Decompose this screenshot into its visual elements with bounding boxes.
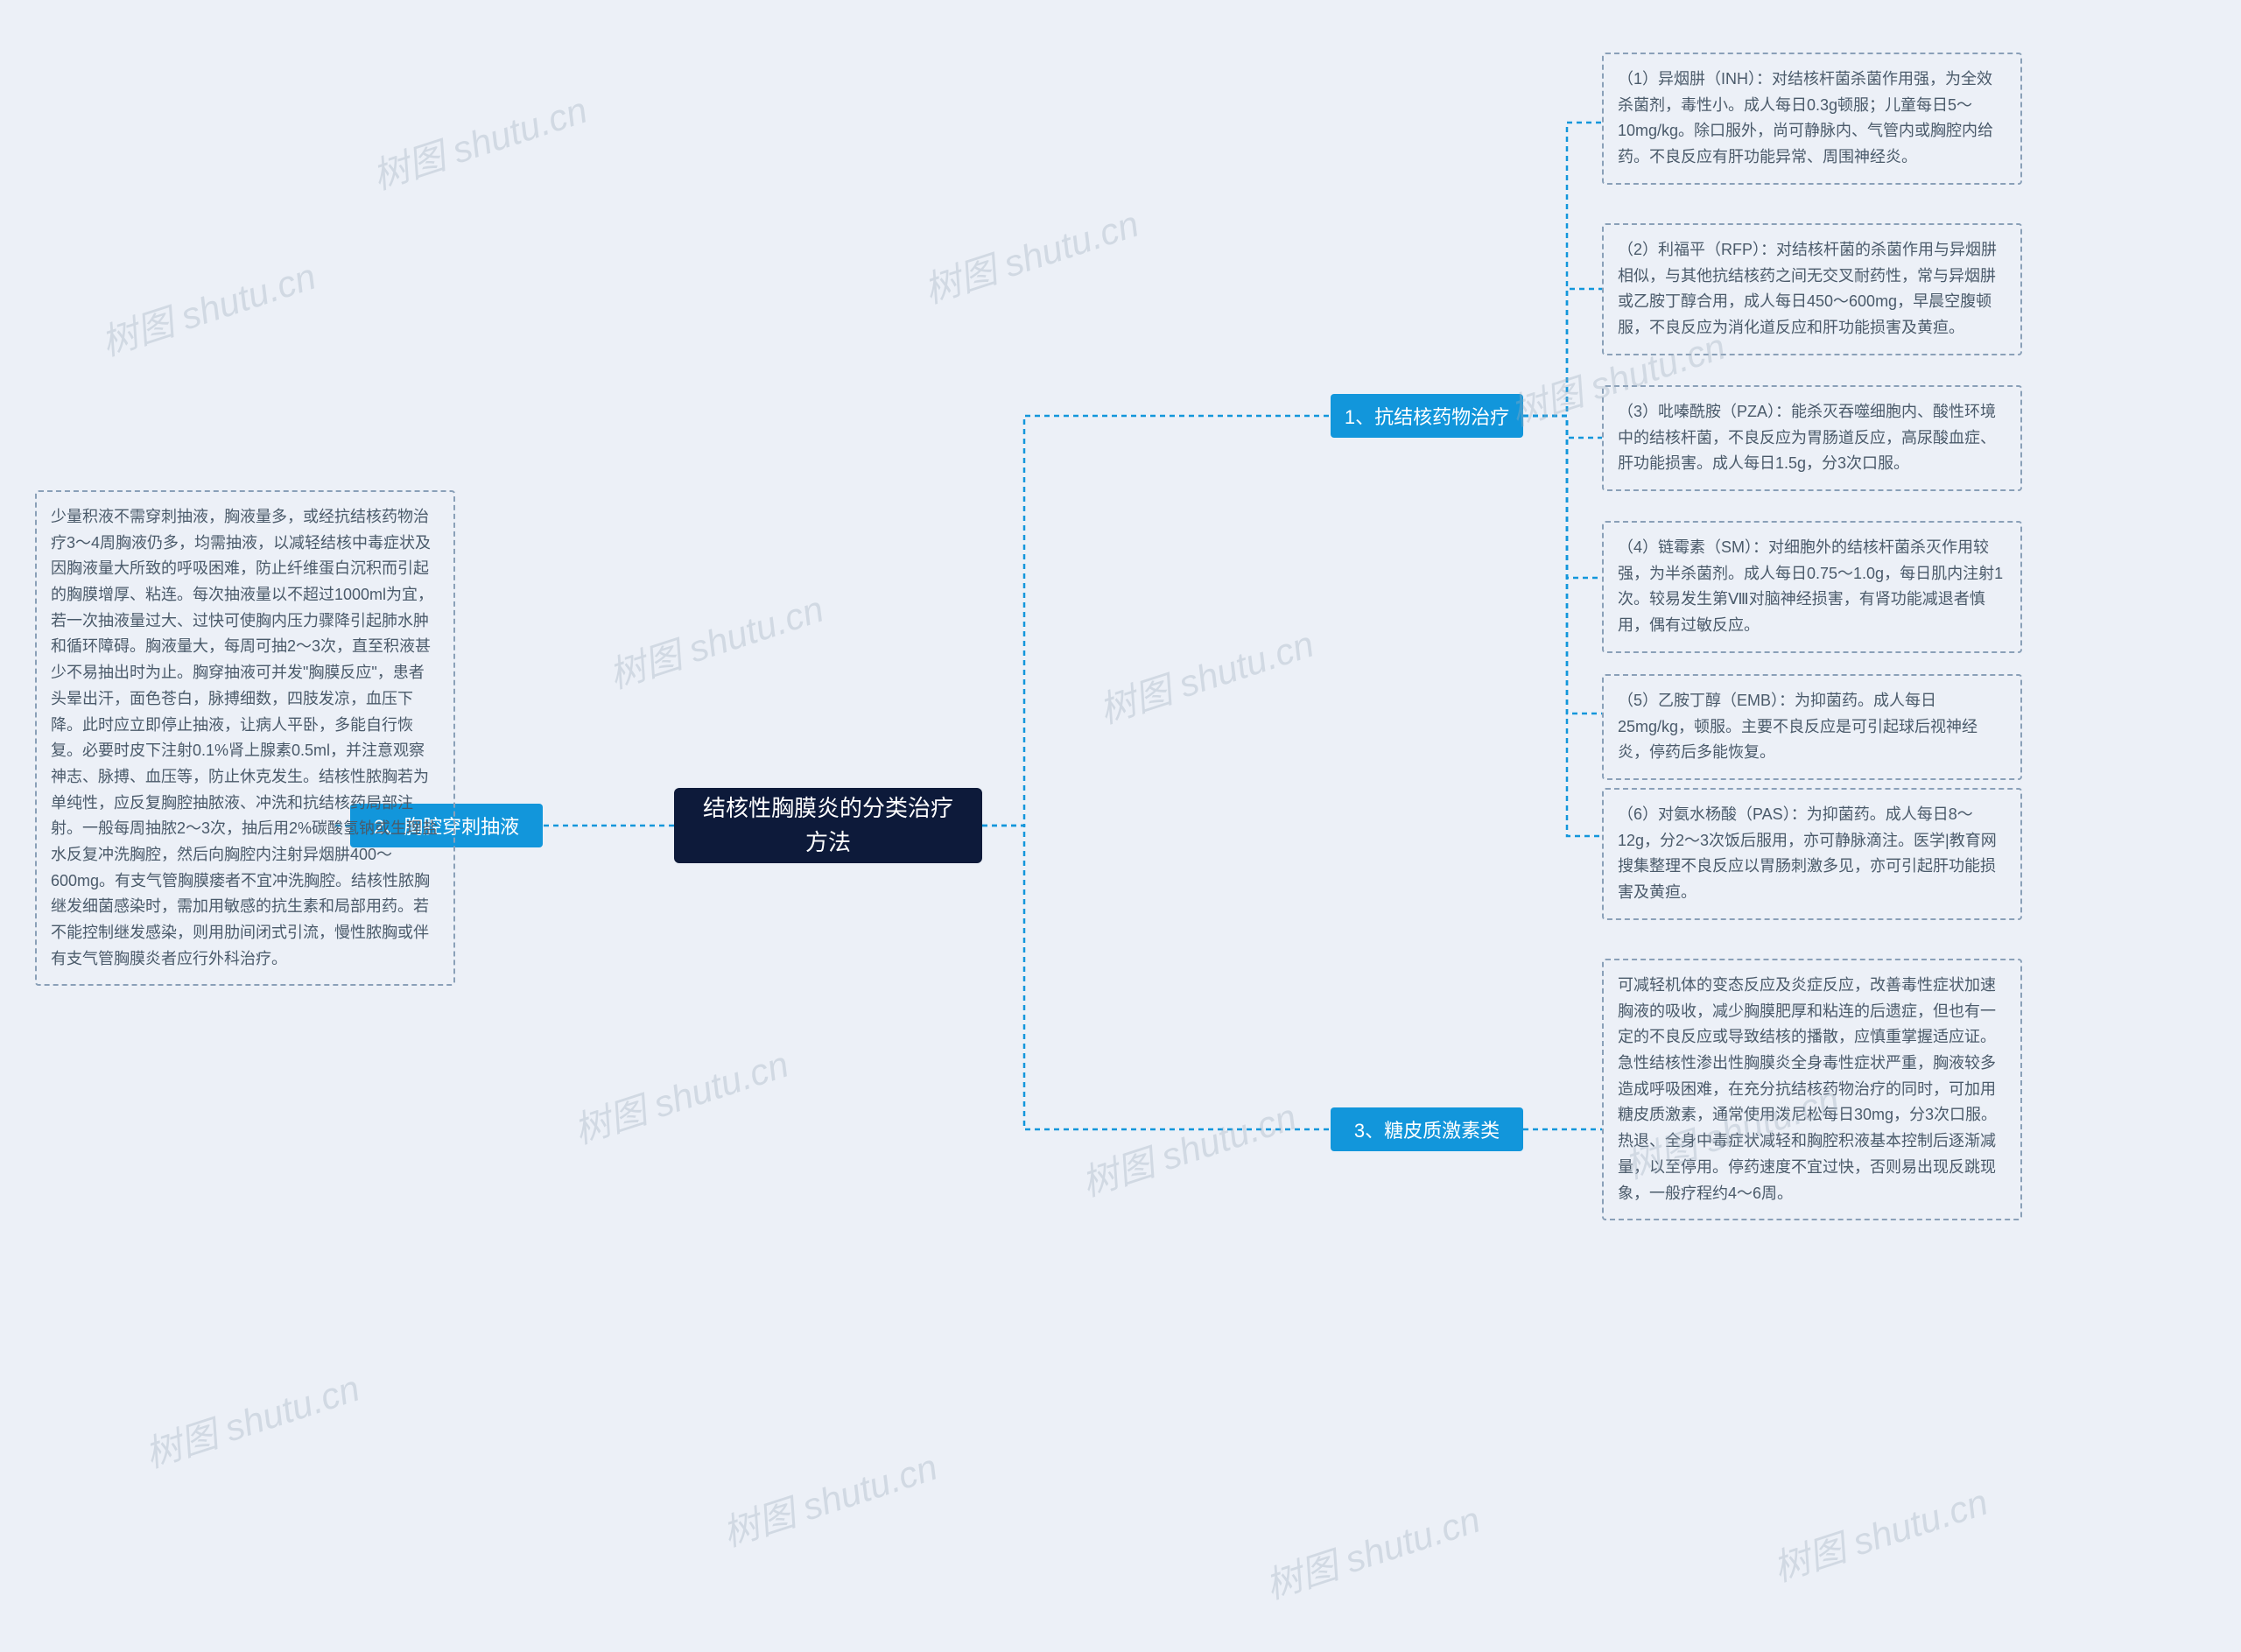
- leaf-1-2-text: （2）利福平（RFP）：对结核杆菌的杀菌作用与异烟肼相似，与其他抗结核药之间无交…: [1618, 237, 2006, 341]
- leaf-1-2[interactable]: （2）利福平（RFP）：对结核杆菌的杀菌作用与异烟肼相似，与其他抗结核药之间无交…: [1602, 223, 2022, 355]
- watermark: 树图 shutu.cn: [1258, 1490, 1486, 1610]
- root-label: 结核性胸膜炎的分类治疗方法: [697, 791, 959, 860]
- mindmap-canvas: 结核性胸膜炎的分类治疗方法 1、抗结核药物治疗 3、糖皮质激素类 2、胸腔穿刺抽…: [0, 0, 2241, 1652]
- watermark: 树图 shutu.cn: [715, 1438, 944, 1557]
- leaf-1-1[interactable]: （1）异烟肼（INH）：对结核杆菌杀菌作用强，为全效杀菌剂，毒性小。成人每日0.…: [1602, 53, 2022, 185]
- watermark: 树图 shutu.cn: [1074, 1087, 1303, 1207]
- root-node[interactable]: 结核性胸膜炎的分类治疗方法: [674, 788, 982, 863]
- watermark: 树图 shutu.cn: [1766, 1473, 1994, 1592]
- leaf-1-3[interactable]: （3）吡嗪酰胺（PZA）：能杀灭吞噬细胞内、酸性环境中的结核杆菌，不良反应为胃肠…: [1602, 385, 2022, 491]
- branch-node-3[interactable]: 3、糖皮质激素类: [1331, 1107, 1523, 1151]
- watermark: 树图 shutu.cn: [137, 1359, 366, 1479]
- leaf-3-1-text: 可减轻机体的变态反应及炎症反应，改善毒性症状加速胸液的吸收，减少胸膜肥厚和粘连的…: [1618, 973, 2006, 1206]
- watermark: 树图 shutu.cn: [94, 247, 322, 367]
- leaf-1-5[interactable]: （5）乙胺丁醇（EMB）：为抑菌药。成人每日25mg/kg，顿服。主要不良反应是…: [1602, 674, 2022, 780]
- leaf-1-4-text: （4）链霉素（SM）：对细胞外的结核杆菌杀灭作用较强，为半杀菌剂。成人每日0.7…: [1618, 535, 2006, 639]
- leaf-3-1[interactable]: 可减轻机体的变态反应及炎症反应，改善毒性症状加速胸液的吸收，减少胸膜肥厚和粘连的…: [1602, 959, 2022, 1220]
- leaf-1-6[interactable]: （6）对氨水杨酸（PAS）：为抑菌药。成人每日8～12g，分2～3次饭后服用，亦…: [1602, 788, 2022, 920]
- watermark: 树图 shutu.cn: [365, 81, 594, 200]
- leaf-1-3-text: （3）吡嗪酰胺（PZA）：能杀灭吞噬细胞内、酸性环境中的结核杆菌，不良反应为胃肠…: [1618, 399, 2006, 477]
- leaf-2-1-text: 少量积液不需穿刺抽液，胸液量多，或经抗结核药物治疗3～4周胸液仍多，均需抽液，以…: [51, 504, 439, 972]
- leaf-1-4[interactable]: （4）链霉素（SM）：对细胞外的结核杆菌杀灭作用较强，为半杀菌剂。成人每日0.7…: [1602, 521, 2022, 653]
- leaf-1-6-text: （6）对氨水杨酸（PAS）：为抑菌药。成人每日8～12g，分2～3次饭后服用，亦…: [1618, 802, 2006, 906]
- leaf-2-1[interactable]: 少量积液不需穿刺抽液，胸液量多，或经抗结核药物治疗3～4周胸液仍多，均需抽液，以…: [35, 490, 455, 986]
- watermark: 树图 shutu.cn: [1092, 615, 1320, 735]
- watermark: 树图 shutu.cn: [917, 194, 1145, 314]
- watermark: 树图 shutu.cn: [566, 1035, 795, 1155]
- leaf-1-1-text: （1）异烟肼（INH）：对结核杆菌杀菌作用强，为全效杀菌剂，毒性小。成人每日0.…: [1618, 67, 2006, 171]
- watermark: 树图 shutu.cn: [601, 580, 830, 699]
- leaf-1-5-text: （5）乙胺丁醇（EMB）：为抑菌药。成人每日25mg/kg，顿服。主要不良反应是…: [1618, 688, 2006, 766]
- branch-node-1[interactable]: 1、抗结核药物治疗: [1331, 394, 1523, 438]
- branch-3-label: 3、糖皮质激素类: [1354, 1115, 1500, 1143]
- branch-1-label: 1、抗结核药物治疗: [1345, 402, 1509, 430]
